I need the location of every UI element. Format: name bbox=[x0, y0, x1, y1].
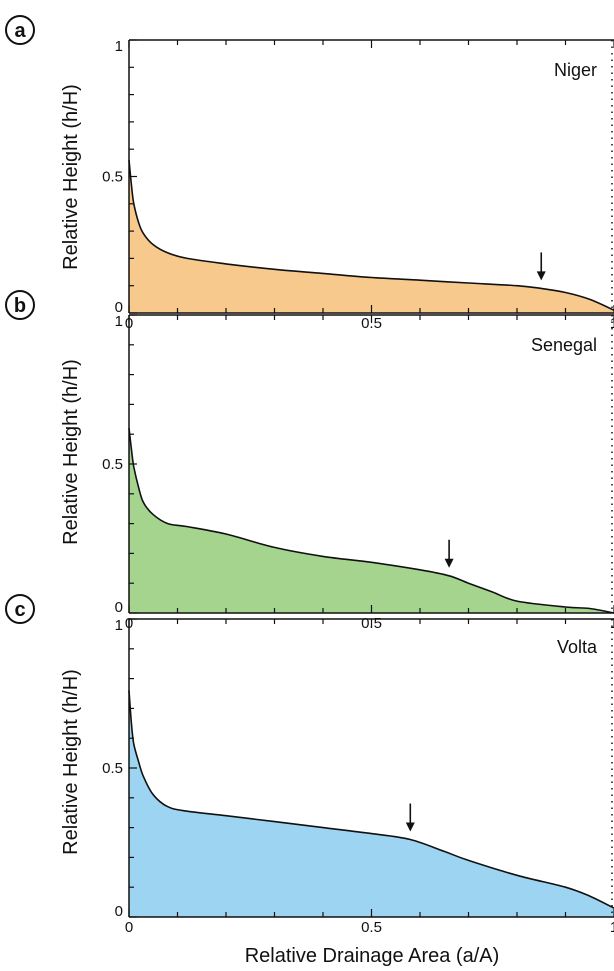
panel-badge: b bbox=[5, 290, 35, 320]
y-tick-label: 0.5 bbox=[102, 169, 123, 186]
panel-badge-circle bbox=[5, 594, 35, 624]
y-tick-label: 1 bbox=[115, 617, 123, 634]
panel-b: 00.5100.51 Senegal Relative Height (h/H)… bbox=[5, 290, 614, 632]
series-line bbox=[128, 428, 614, 614]
y-axis-label: Relative Height (h/H) bbox=[60, 84, 82, 270]
y-tick-label: 0 bbox=[115, 903, 123, 920]
panel-a: 00.5100.51 Niger Relative Height (h/H) a bbox=[5, 15, 614, 332]
x-axis-label: Relative Drainage Area (a/A) bbox=[245, 945, 500, 967]
y-axis-label: Relative Height (h/H) bbox=[60, 359, 82, 545]
panel-badge-circle bbox=[5, 290, 35, 320]
panel-letter: a bbox=[14, 20, 26, 42]
x-tick-label: 1 bbox=[610, 315, 614, 332]
river-name-label: Senegal bbox=[531, 335, 597, 355]
panel-badge: c bbox=[5, 594, 35, 624]
panel-badge: a bbox=[5, 15, 35, 45]
y-tick-label: 0 bbox=[115, 599, 123, 616]
river-name-label: Niger bbox=[554, 60, 597, 80]
series-line bbox=[128, 160, 614, 312]
x-tick-label: 1 bbox=[610, 919, 614, 936]
x-tick-label: 0.5 bbox=[361, 315, 382, 332]
arrow-marker bbox=[444, 539, 454, 568]
y-tick-label: 0.5 bbox=[102, 760, 123, 777]
y-tick-label: 0 bbox=[115, 299, 123, 316]
x-tick-label: 0.5 bbox=[361, 919, 382, 936]
panel-letter: b bbox=[14, 295, 26, 317]
area-fill bbox=[129, 690, 614, 917]
x-tick-label: 0 bbox=[125, 919, 133, 936]
y-tick-label: 0.5 bbox=[102, 456, 123, 473]
panel-badge-circle bbox=[5, 15, 35, 45]
x-tick-label: 1 bbox=[610, 615, 614, 632]
panel-c: 00.5100.51 Volta Relative Height (h/H) c bbox=[5, 594, 614, 936]
arrow-marker bbox=[536, 252, 546, 281]
river-name-label: Volta bbox=[557, 637, 598, 657]
y-axis-label: Relative Height (h/H) bbox=[60, 669, 82, 855]
series-line bbox=[128, 690, 614, 909]
panel-letter: c bbox=[14, 599, 25, 621]
area-fill bbox=[129, 160, 614, 313]
y-tick-label: 1 bbox=[115, 313, 123, 330]
y-tick-label: 1 bbox=[115, 38, 123, 55]
area-fill bbox=[129, 428, 614, 613]
arrow-marker bbox=[405, 803, 415, 832]
